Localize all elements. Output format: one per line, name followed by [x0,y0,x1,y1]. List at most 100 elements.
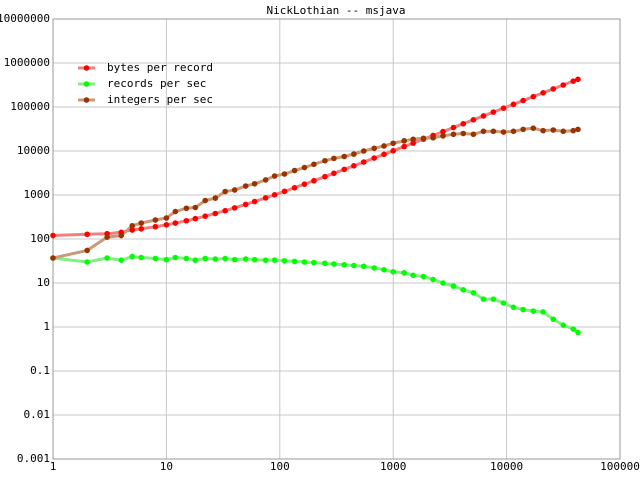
data-point [360,159,367,165]
data-point [322,173,328,180]
legend-label: bytes per record [107,61,213,74]
data-point [530,308,537,314]
chart-title: NickLothian -- msjava [266,4,405,17]
data-point [351,162,357,169]
data-point [450,124,457,131]
data-point [271,192,278,198]
data-point [420,273,427,280]
data-point [381,151,387,158]
data-point [460,287,467,293]
data-point [341,153,348,160]
data-point [510,128,517,135]
data-point [570,78,577,84]
data-point [341,166,348,173]
data-point [231,187,238,193]
data-point [360,263,367,270]
data-point [281,171,288,177]
data-point [212,195,219,201]
legend-marker [83,81,90,87]
data-point [331,170,337,177]
data-point [430,134,436,141]
data-point [50,255,56,261]
data-point [550,86,557,92]
data-point [251,256,258,263]
data-point [371,155,378,161]
data-point [480,296,487,302]
data-point [251,198,258,205]
data-point [351,262,357,269]
data-point [490,109,497,115]
data-point [371,145,378,152]
data-point [500,300,507,306]
data-point [202,213,209,219]
data-point [271,173,278,179]
data-point [84,231,90,238]
data-point [530,125,537,131]
data-point [202,255,209,262]
data-point [390,268,397,275]
data-point [490,296,497,302]
data-point [311,259,317,266]
data-point [510,101,517,108]
data-point [192,204,199,211]
y-tick-label: 1000000 [4,56,50,69]
data-point [550,316,557,323]
data-point [540,309,546,315]
data-point [138,254,145,261]
data-point [291,184,298,191]
data-point [410,140,416,146]
data-point [163,256,170,263]
y-tick-label: 0.1 [30,364,50,377]
data-point [301,181,308,187]
x-tick-label: 100000 [600,460,640,473]
data-point [450,283,457,289]
data-point [291,258,298,265]
x-tick-label: 10 [160,460,173,473]
data-point [560,128,567,135]
data-point [281,257,288,264]
data-point [251,180,258,187]
data-point [570,127,577,134]
data-point [540,127,546,134]
data-point [520,126,526,133]
data-point [331,155,337,162]
data-point [262,195,269,201]
y-tick-label: 10000 [17,144,50,157]
data-point [440,280,446,286]
x-tick-label: 100 [270,460,290,473]
data-point [575,126,581,133]
data-point [410,136,416,143]
data-point [322,260,328,267]
y-tick-label: 100000 [10,100,50,113]
data-point [152,255,159,262]
data-point [470,131,477,138]
data-point [183,217,190,224]
data-point [163,215,170,221]
data-point [450,131,457,138]
data-point [440,133,446,139]
data-point [231,205,238,211]
y-tick-label: 1 [43,320,50,333]
data-point [152,217,159,223]
data-point [530,93,537,100]
y-tick-label: 0.01 [24,408,51,421]
y-tick-label: 100 [30,232,50,245]
data-point [401,270,407,276]
data-point [520,306,526,313]
data-point [420,135,427,142]
data-point [550,127,557,133]
legend-label: integers per sec [107,93,213,106]
data-point [301,259,308,265]
y-tick-label: 10000000 [0,12,50,25]
data-point [271,257,278,263]
data-point [212,256,219,262]
data-point [575,76,581,83]
data-point [351,151,357,157]
data-point [84,259,90,265]
data-point [172,208,179,215]
data-point [138,220,145,226]
data-point [172,254,179,261]
data-point [222,207,228,214]
data-point [212,210,219,217]
